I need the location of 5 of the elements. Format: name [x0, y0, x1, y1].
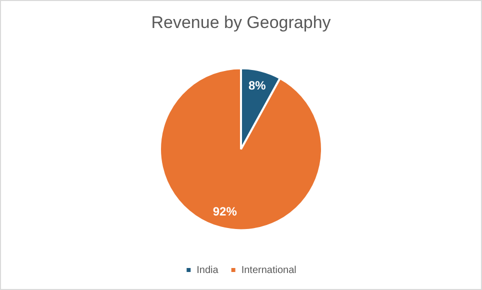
legend-label: International [241, 264, 296, 276]
data-label: 8% [248, 78, 266, 93]
chart-title: Revenue by Geography [151, 12, 332, 32]
legend-label: India [196, 264, 219, 276]
data-label: 92% [212, 204, 238, 218]
